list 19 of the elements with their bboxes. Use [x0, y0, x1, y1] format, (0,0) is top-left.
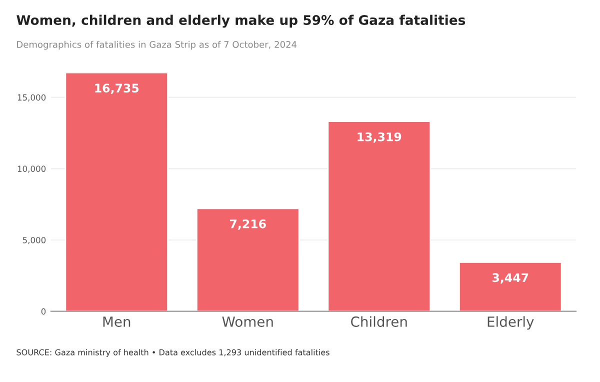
source-note: SOURCE: Gaza ministry of health • Data excludes 1,293 unidentified fatalities	[16, 349, 330, 357]
bar	[64, 72, 169, 312]
x-tick-label: Women	[222, 316, 273, 327]
y-tick-label: 0	[41, 308, 46, 315]
bar	[327, 120, 432, 312]
data-label: 16,735	[95, 84, 139, 94]
y-tick-label: 10,000	[18, 166, 46, 173]
bar	[458, 261, 562, 312]
chart-title: Women, children and elderly make up 59% of Gaza fatalities	[16, 14, 466, 28]
x-tick-label: Children	[351, 316, 407, 327]
x-tick-label: Men	[103, 316, 130, 327]
y-tick-label: 5,000	[22, 236, 46, 244]
y-tick-label: 15,000	[18, 94, 46, 102]
bar	[196, 208, 300, 312]
data-label: 13,319	[358, 132, 402, 143]
chart-subtitle: Demographics of fatalities in Gaza Strip as of 7 October, 2024	[17, 40, 297, 50]
data-label: 3,447	[492, 273, 528, 284]
x-tick-label: Elderly	[488, 316, 534, 330]
data-label: 7,216	[230, 219, 266, 230]
